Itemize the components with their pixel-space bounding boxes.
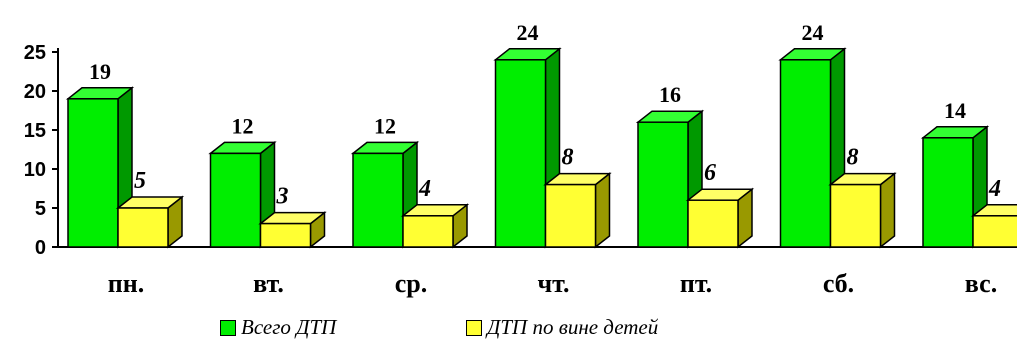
bar-kids-side bbox=[879, 172, 896, 249]
data-label-kids: 3 bbox=[276, 184, 289, 210]
legend-swatch-kids bbox=[466, 319, 482, 336]
y-tick-label: 5 bbox=[35, 198, 46, 220]
bar-total-front bbox=[209, 152, 262, 248]
data-label-total: 12 bbox=[232, 113, 254, 138]
bar-total-front bbox=[67, 98, 119, 248]
x-category-label: пт. bbox=[680, 269, 712, 298]
bar-total-front bbox=[922, 137, 974, 248]
y-tick-label: 15 bbox=[24, 120, 46, 142]
bar-kids-front bbox=[972, 215, 1017, 248]
x-category-label: пн. bbox=[108, 269, 144, 298]
bar-kids-front bbox=[259, 222, 312, 248]
x-category-label: чт. bbox=[538, 269, 570, 298]
bar-total-front bbox=[352, 152, 404, 248]
bar-kids-front bbox=[687, 199, 739, 248]
y-tick-label: 10 bbox=[24, 159, 46, 181]
data-label-kids: 4 bbox=[988, 176, 1001, 202]
data-label-kids: 8 bbox=[562, 145, 574, 171]
data-label-kids: 6 bbox=[704, 160, 716, 186]
x-category-label: вс. bbox=[965, 269, 997, 298]
bar-kids-front bbox=[829, 183, 882, 248]
legend-item-total: Всего ДТП bbox=[220, 315, 336, 340]
bar-kids-side bbox=[594, 172, 611, 249]
y-tick-label: 20 bbox=[24, 81, 46, 103]
data-label-kids: 4 bbox=[418, 176, 431, 202]
data-label-total: 19 bbox=[89, 59, 111, 84]
bar-kids bbox=[258, 211, 327, 249]
bars bbox=[65, 47, 1017, 249]
legend-item-kids: ДТП по вине детей bbox=[466, 315, 658, 340]
bar-kids-front bbox=[544, 183, 597, 248]
data-label-kids: 5 bbox=[134, 168, 146, 194]
data-labels: 19 5 12 3 12 4 24 8 16 6 24 8 14 4 bbox=[89, 20, 1001, 210]
x-category-label: вт. bbox=[253, 269, 284, 298]
data-label-total: 24 bbox=[517, 20, 539, 45]
legend-swatch-total bbox=[220, 319, 236, 336]
y-tick-label: 25 bbox=[24, 42, 46, 64]
data-label-total: 14 bbox=[944, 98, 966, 123]
bar-kids bbox=[400, 203, 470, 249]
bar-kids bbox=[970, 204, 1017, 248]
legend-label-total: Всего ДТП bbox=[241, 315, 337, 339]
y-tick-label: 0 bbox=[35, 237, 46, 259]
bar-kids bbox=[828, 172, 897, 249]
x-axis-categories: пн. вт. ср. чт. пт. сб. вс. bbox=[108, 269, 997, 298]
data-label-kids: 8 bbox=[847, 145, 859, 171]
bar-kids bbox=[543, 172, 612, 249]
data-label-total: 16 bbox=[659, 82, 681, 107]
x-category-label: сб. bbox=[823, 269, 854, 298]
x-category-label: ср. bbox=[395, 269, 428, 298]
legend-label-kids: ДТП по вине детей bbox=[487, 315, 659, 339]
bar-total-front bbox=[779, 59, 832, 248]
bar-total bbox=[208, 140, 277, 249]
bar-kids bbox=[685, 187, 755, 249]
data-label-total: 24 bbox=[802, 20, 824, 45]
bar-kids-front bbox=[402, 215, 454, 248]
bar-kids bbox=[115, 195, 185, 249]
bar-kids-front bbox=[117, 207, 169, 248]
bar-total bbox=[920, 125, 990, 249]
bar-total-front bbox=[494, 59, 547, 248]
bar-total-front bbox=[637, 121, 689, 248]
data-label-total: 12 bbox=[374, 113, 396, 138]
